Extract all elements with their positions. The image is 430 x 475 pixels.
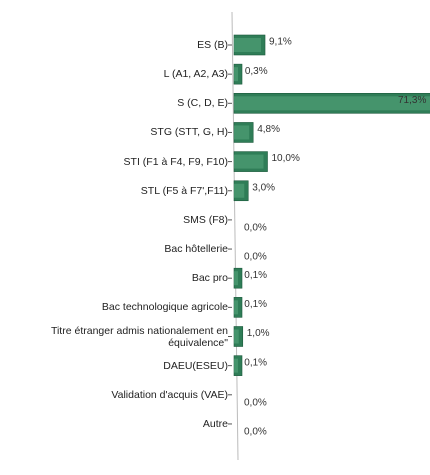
bar-face xyxy=(234,358,238,373)
bar-face xyxy=(234,125,250,140)
category-label: Validation d'acquis (VAE) xyxy=(111,388,228,401)
bar-face xyxy=(234,38,262,52)
axis-line xyxy=(231,11,239,461)
bar-face xyxy=(234,183,245,198)
category-label: Autre xyxy=(202,417,228,430)
value-label: 9,1% xyxy=(269,37,292,48)
value-label: 10,0% xyxy=(271,153,299,164)
value-label: 4,8% xyxy=(257,124,280,135)
category-label: Bac technologique agricole xyxy=(101,301,228,314)
value-label: 0,1% xyxy=(244,357,267,368)
value-label: 0,1% xyxy=(244,299,267,310)
category-label: Bac hôtellerie xyxy=(164,243,228,256)
category-label: L (A1, A2, A3) xyxy=(163,68,228,81)
value-label: 0,0% xyxy=(244,223,267,234)
category-label: Titre étranger admis nationalement en éq… xyxy=(50,324,228,349)
bar-face xyxy=(234,96,430,111)
category-label: STL (F5 à F7',F11) xyxy=(140,184,228,197)
value-label: 1,0% xyxy=(247,328,270,339)
bar-face xyxy=(234,271,238,286)
category-label: S (C, D, E) xyxy=(177,97,228,110)
value-label: 3,0% xyxy=(252,182,275,193)
value-label: 0,1% xyxy=(244,270,267,281)
bar-face xyxy=(234,67,238,82)
category-label: STG (STT, G, H) xyxy=(150,126,228,139)
category-label: DAEU(ESEU) xyxy=(163,359,228,372)
category-label: STI (F1 à F4, F9, F10) xyxy=(123,155,228,168)
value-label: 0,3% xyxy=(245,66,268,77)
value-label: 0,0% xyxy=(244,397,267,408)
value-label: 0,0% xyxy=(244,252,267,263)
bar-face xyxy=(234,329,239,344)
value-label: 0,0% xyxy=(244,427,267,438)
bar-face xyxy=(234,154,264,169)
category-label: ES (B) xyxy=(197,39,228,51)
value-label: 71,3% xyxy=(398,95,426,106)
category-label: SMS (F8) xyxy=(183,213,228,226)
bar-face xyxy=(234,300,238,315)
category-label: Bac pro xyxy=(191,272,228,285)
